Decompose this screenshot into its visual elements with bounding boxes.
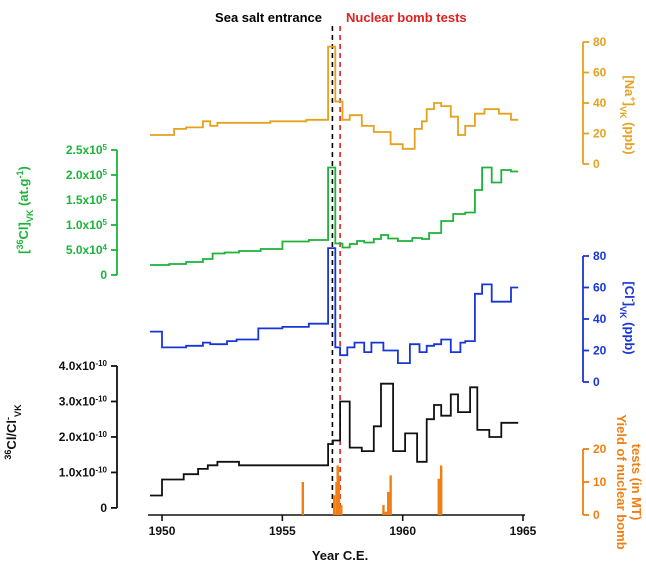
bomb-bar <box>332 495 336 515</box>
cl36-line <box>150 166 519 266</box>
bomb-bar <box>340 505 343 515</box>
ratio-tick-label: 0 <box>100 501 107 515</box>
cl36-tick-label: 1.0x105 <box>66 218 108 233</box>
cl36-axis-title: [36Cl]VK (at.g-1) <box>15 166 35 254</box>
bomb-bar <box>387 491 390 515</box>
bomb-bar <box>335 482 338 515</box>
bomb-bar <box>438 482 442 515</box>
ratio-line <box>150 382 519 497</box>
axes: 1950 1955 1960 1965 0 20 40 60 80 0 5.0x104 1.0x105… <box>59 35 607 538</box>
cl-tick-label: 20 <box>593 344 607 358</box>
annotation-sea-salt: Sea salt entrance <box>215 10 322 25</box>
x-tick-label: 1960 <box>389 524 416 538</box>
cl36-tick-label: 0 <box>100 268 107 282</box>
bomb-tick-label: 10 <box>593 475 607 489</box>
na-tick-label: 0 <box>593 157 600 171</box>
na-tick-label: 40 <box>593 96 607 110</box>
x-tick-label: 1965 <box>510 524 537 538</box>
na-axis-title: [Na+]VK (ppb) <box>618 75 638 154</box>
ratio-tick-label: 1.0x10-10 <box>59 465 108 480</box>
cl-tick-label: 60 <box>593 281 607 295</box>
x-tick-label: 1950 <box>149 524 176 538</box>
bomb-bar <box>389 475 392 515</box>
series-layer <box>150 45 519 515</box>
x-tick-label: 1955 <box>269 524 296 538</box>
bomb-tick-label: 20 <box>593 442 607 456</box>
bomb-tick-label: 0 <box>593 508 600 522</box>
na-tick-label: 80 <box>593 35 607 49</box>
cl36-tick-label: 1.5x105 <box>66 193 108 208</box>
x-axis-title: Year C.E. <box>312 548 368 563</box>
bomb-bar <box>337 475 341 515</box>
ratio-tick-label: 4.0x10-10 <box>59 359 108 374</box>
cl-tick-label: 0 <box>593 375 600 389</box>
ratio-tick-label: 2.0x10-10 <box>59 429 108 444</box>
bomb-axis-title-2: tests (in MT) <box>629 444 644 521</box>
bomb-bar <box>301 482 305 515</box>
na-tick-label: 20 <box>593 127 607 141</box>
bomb-bar <box>336 465 339 515</box>
bomb-bar <box>437 478 440 515</box>
ratio-axis-title: 36Cl/Cl-VK <box>3 404 23 460</box>
cl36-tick-label: 5.0x104 <box>66 243 108 258</box>
cl-tick-label: 80 <box>593 249 607 263</box>
bomb-axis-title-1: Yield of nuclear bomb <box>614 414 629 549</box>
annotation-bomb-tests: Nuclear bomb tests <box>346 10 467 25</box>
bomb-bar <box>439 465 443 515</box>
ratio-tick-label: 3.0x10-10 <box>59 394 108 409</box>
na-tick-label: 60 <box>593 66 607 80</box>
bomb-bar <box>384 511 388 515</box>
cl36-tick-label: 2.5x105 <box>66 143 108 158</box>
cl-axis-title: [Cl-]VK (ppb) <box>618 281 638 354</box>
cl36-tick-label: 2.0x105 <box>66 168 108 183</box>
bomb-bar <box>382 505 385 515</box>
cl-line <box>150 247 519 364</box>
cl-tick-label: 40 <box>593 312 607 326</box>
na-line <box>150 45 519 150</box>
